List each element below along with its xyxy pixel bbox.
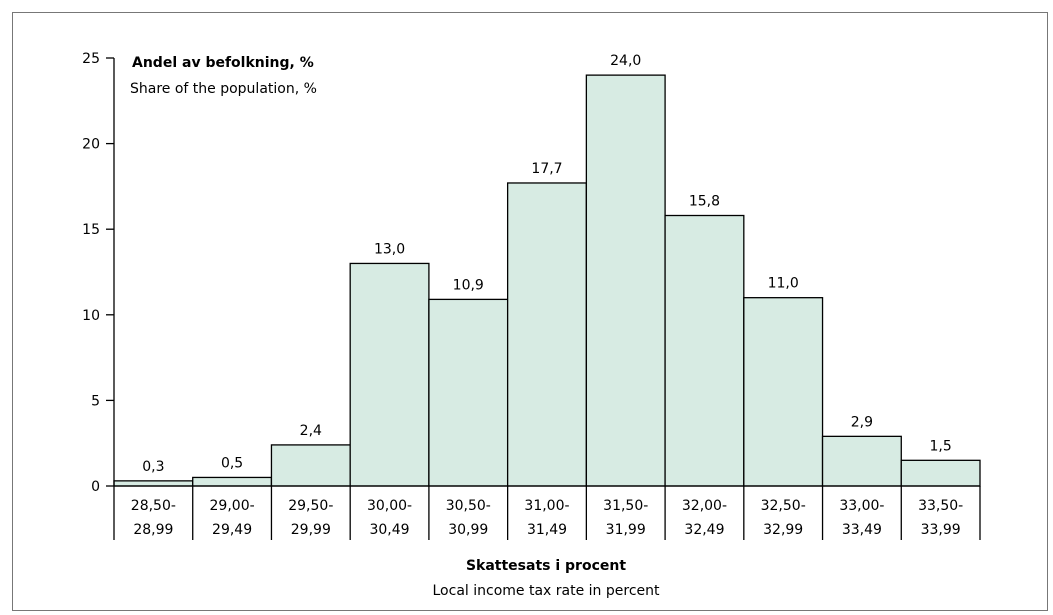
x-tick-label-10-1: 33,99 [921,522,961,538]
bar-10 [900,459,981,487]
bar-5 [506,182,588,487]
x-tick-label-7-0: 32,00- [682,498,727,514]
bar-1 [192,476,273,487]
x-tick-label-1-1: 29,49 [212,522,252,538]
x-tick-label-6-1: 31,99 [606,522,646,538]
x-tick-label-8-0: 32,50- [761,498,806,514]
bar-4 [428,298,509,487]
x-axis-subtitle: Local income tax rate in percent [433,583,660,599]
bar-8 [743,297,824,487]
data-label-2: 2,4 [300,423,322,439]
data-label-1: 0,5 [221,455,243,471]
bar-9 [821,435,902,487]
x-tick-label-4-1: 30,99 [448,522,488,538]
data-label-3: 13,0 [374,241,405,257]
x-tick-label-0-1: 28,99 [133,522,173,538]
bar-2 [270,444,351,487]
data-label-5: 17,7 [531,161,562,177]
data-label-9: 2,9 [851,414,873,430]
x-tick-label-5-0: 31,00- [524,498,569,514]
x-tick-label-9-1: 33,49 [842,522,882,538]
y-tick-label-0: 0 [91,479,100,495]
bar-0 [113,480,194,487]
data-label-6: 24,0 [610,53,641,69]
y-axis: 0 5 10 15 20 25 [82,51,115,495]
y-axis-title: Andel av befolkning, % [132,55,314,71]
x-tick-label-5-1: 31,49 [527,522,567,538]
x-tick-label-9-0: 33,00- [839,498,884,514]
x-tick-label-2-0: 29,50- [288,498,333,514]
x-tick-label-2-1: 29,99 [291,522,331,538]
bar-7 [664,214,745,487]
x-tick-label-6-0: 31,50- [603,498,648,514]
y-tick-label-2: 10 [82,308,100,324]
x-tick-label-8-1: 32,99 [763,522,803,538]
x-tick-label-10-0: 33,50- [918,498,963,514]
x-axis: 28,50- 28,99 29,00- 29,49 29,50- 29,99 30,00- 3… [113,485,981,540]
bar-6 [585,74,666,487]
y-tick-label-1: 5 [91,393,100,409]
data-label-10: 1,5 [930,438,952,454]
data-label-4: 10,9 [453,277,484,293]
x-tick-label-3-0: 30,00- [367,498,412,514]
x-tick-label-3-1: 30,49 [369,522,409,538]
x-tick-label-4-0: 30,50- [446,498,491,514]
data-label-7: 15,8 [689,194,720,210]
x-tick-label-1-0: 29,00- [210,498,255,514]
y-tick-label-4: 20 [82,137,100,153]
y-axis-subtitle: Share of the population, % [130,81,317,97]
bar-3 [349,262,430,487]
y-tick-label-3: 15 [82,222,100,238]
x-axis-title: Skattesats i procent [466,558,626,574]
data-label-8: 11,0 [768,276,799,292]
x-tick-label-0-0: 28,50- [131,498,176,514]
x-tick-label-7-1: 32,49 [684,522,724,538]
data-labels-group: 0,3 0,5 2,4 13,0 10,9 17,7 24,0 15,8 11,0 2,9 1,5 [142,53,952,475]
bars-group [113,74,981,487]
data-label-0: 0,3 [142,459,164,475]
y-tick-label-5: 25 [82,51,100,67]
